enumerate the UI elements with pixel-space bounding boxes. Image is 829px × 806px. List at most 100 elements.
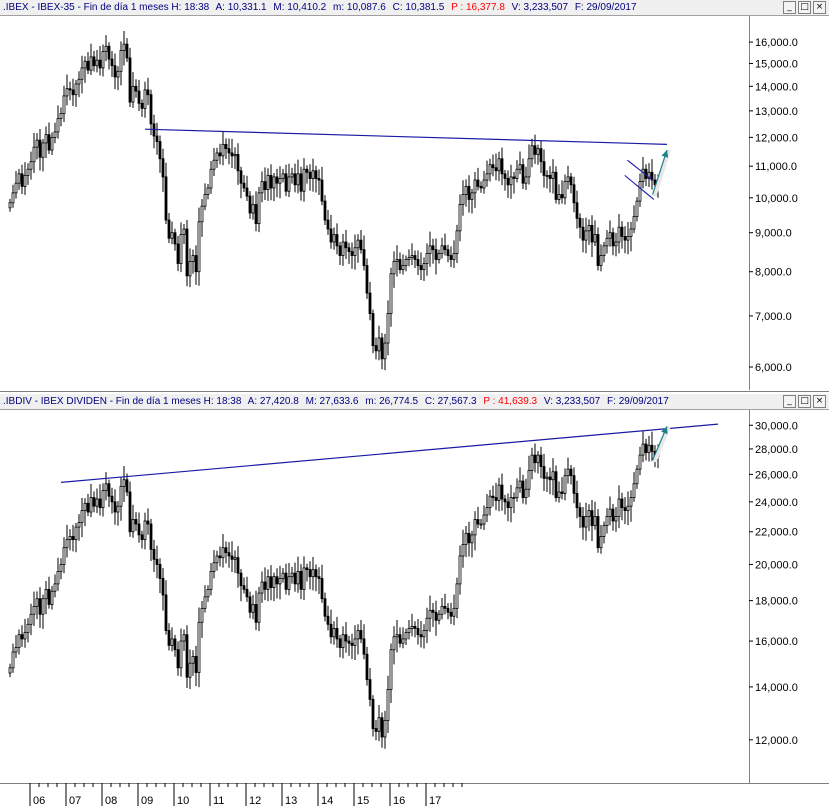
ibex-candle-body <box>71 89 75 96</box>
ibdiv-candle-body <box>281 572 285 579</box>
ibdiv-candle-body <box>365 653 369 681</box>
ibdiv-candle-body <box>608 508 612 517</box>
ibex-candle-body <box>131 85 135 103</box>
ibdiv-candle-body <box>248 596 252 613</box>
ibdiv-candle-body <box>293 572 297 585</box>
ibex-candle-body <box>257 192 261 225</box>
ibdiv-candle-body <box>398 634 402 644</box>
maximize-button[interactable]: □ <box>798 1 811 14</box>
ibex-candle-body <box>311 170 315 179</box>
ibdiv-candle-body <box>224 547 228 554</box>
ibex-candle-body <box>581 226 585 241</box>
minimize-button[interactable]: _ <box>783 395 796 408</box>
ibdiv-candle-body <box>29 613 33 625</box>
ibdiv-candle-body <box>485 507 489 516</box>
ibex-candle-body <box>452 253 456 260</box>
ibex-candle-body <box>149 94 153 125</box>
ibdiv-p-label: P : <box>483 396 496 407</box>
ibdiv-candle-body <box>455 583 459 609</box>
ibdiv-candle-body <box>407 628 411 633</box>
ibdiv-candle-body <box>428 609 432 619</box>
ibex-candle-body <box>326 219 330 230</box>
ibex-candle-body <box>341 241 345 256</box>
ibdiv-candle-body <box>152 548 156 560</box>
ibdiv-candle-body <box>233 557 237 560</box>
ibdiv-candle-body <box>434 611 438 621</box>
ibdiv-candle-body <box>497 484 501 501</box>
ibex-candle-body <box>62 95 66 114</box>
ibdiv-candle-body <box>632 483 636 498</box>
close-button[interactable]: × <box>813 1 826 14</box>
ibex-candle-body <box>11 192 15 204</box>
ibdiv-candle-body <box>575 492 579 509</box>
ibdiv-candle-body <box>416 628 420 636</box>
ibex-candle-body <box>254 204 258 225</box>
ibdiv-window-buttons: _ □ × <box>781 395 826 408</box>
ibex-candle-body <box>83 60 87 69</box>
ibex-candle-body <box>242 182 246 189</box>
ibex-candle-body <box>455 230 459 254</box>
ibex-min-label: m: <box>333 2 345 13</box>
ibex-candle-body <box>575 202 579 219</box>
ibex-candle-body <box>41 142 45 158</box>
ibex-candle-body <box>179 234 183 264</box>
ibdiv-candle-body <box>440 605 444 615</box>
ibex-candle-body <box>203 194 207 207</box>
ibdiv-plot-area <box>0 410 749 782</box>
ibex-candle-body <box>143 89 147 109</box>
ibdiv-candle-body <box>329 623 333 638</box>
close-button[interactable]: × <box>813 395 826 408</box>
ibex-candle-body <box>407 257 411 260</box>
ibex-candle-body <box>464 185 468 195</box>
ibdiv-candle-body <box>17 634 21 648</box>
year-label: 11 <box>213 795 224 806</box>
ibex-candle-body <box>98 59 102 69</box>
ibex-candle-body <box>584 230 588 241</box>
ibex-chart: 6,000.0 7,000.0 8,000.0 9,000.0 10,000.0 11,0… <box>8 30 798 374</box>
ibdiv-candle-body <box>113 501 117 513</box>
ibdiv-candle-body <box>299 570 303 590</box>
ibdiv-resistance-line <box>60 423 719 483</box>
ibdiv-candle-body <box>494 497 498 501</box>
ibdiv-candle-body <box>56 570 60 585</box>
ibdiv-m-label: M: <box>305 396 317 407</box>
ibdiv-candle-body <box>500 484 504 500</box>
ibex-candle-body <box>230 152 234 157</box>
ibdiv-candle-body <box>596 516 600 549</box>
maximize-button[interactable]: □ <box>798 395 811 408</box>
ibex-candle-body <box>566 176 570 183</box>
ibdiv-candle-body <box>116 505 120 513</box>
ibdiv-candle-body <box>605 516 609 526</box>
ibex-candle-body <box>155 135 159 142</box>
ibdiv-candle-body <box>563 475 567 494</box>
ibdiv-panel-header: .IBDIV - IBEX DIVIDEN - Fin de día 1 mes… <box>0 394 829 410</box>
ibex-c-label: C: <box>392 2 403 13</box>
ibdiv-candle-body <box>323 598 327 617</box>
ibex-candle-body <box>647 171 651 179</box>
ibdiv-candle-body <box>332 628 336 638</box>
ibdiv-candle-body <box>182 634 186 642</box>
ibex-candle-body <box>176 243 180 264</box>
ibex-candle-body <box>314 170 318 179</box>
ibdiv-candle-body <box>650 444 654 452</box>
ibdiv-candle-body <box>344 634 348 642</box>
ibex-candle-body <box>53 131 57 138</box>
ibex-candle-body <box>194 255 198 273</box>
ibex-candle-body <box>557 194 561 200</box>
ibex-candle-body <box>197 221 201 273</box>
ibex-candle-body <box>338 245 342 256</box>
ibdiv-candle-body <box>272 576 276 588</box>
ibex-ytick-label: 6,000.0 <box>755 362 792 374</box>
ibex-candle-body <box>599 255 603 266</box>
ibex-candle-body <box>80 67 84 80</box>
ibex-panel-header: .IBEX - IBEX-35 - Fin de día 1 meses H: … <box>0 0 829 16</box>
ibex-candle-body <box>383 342 387 360</box>
ibex-candle-body <box>302 168 306 192</box>
ibdiv-candle-body <box>614 516 618 522</box>
ibdiv-candle-body <box>362 638 366 655</box>
ibex-candle-body <box>68 88 72 91</box>
ibdiv-candle-body <box>191 656 195 664</box>
ibex-candle-body <box>473 179 477 194</box>
ibex-candle-body <box>185 228 189 277</box>
minimize-button[interactable]: _ <box>783 1 796 14</box>
